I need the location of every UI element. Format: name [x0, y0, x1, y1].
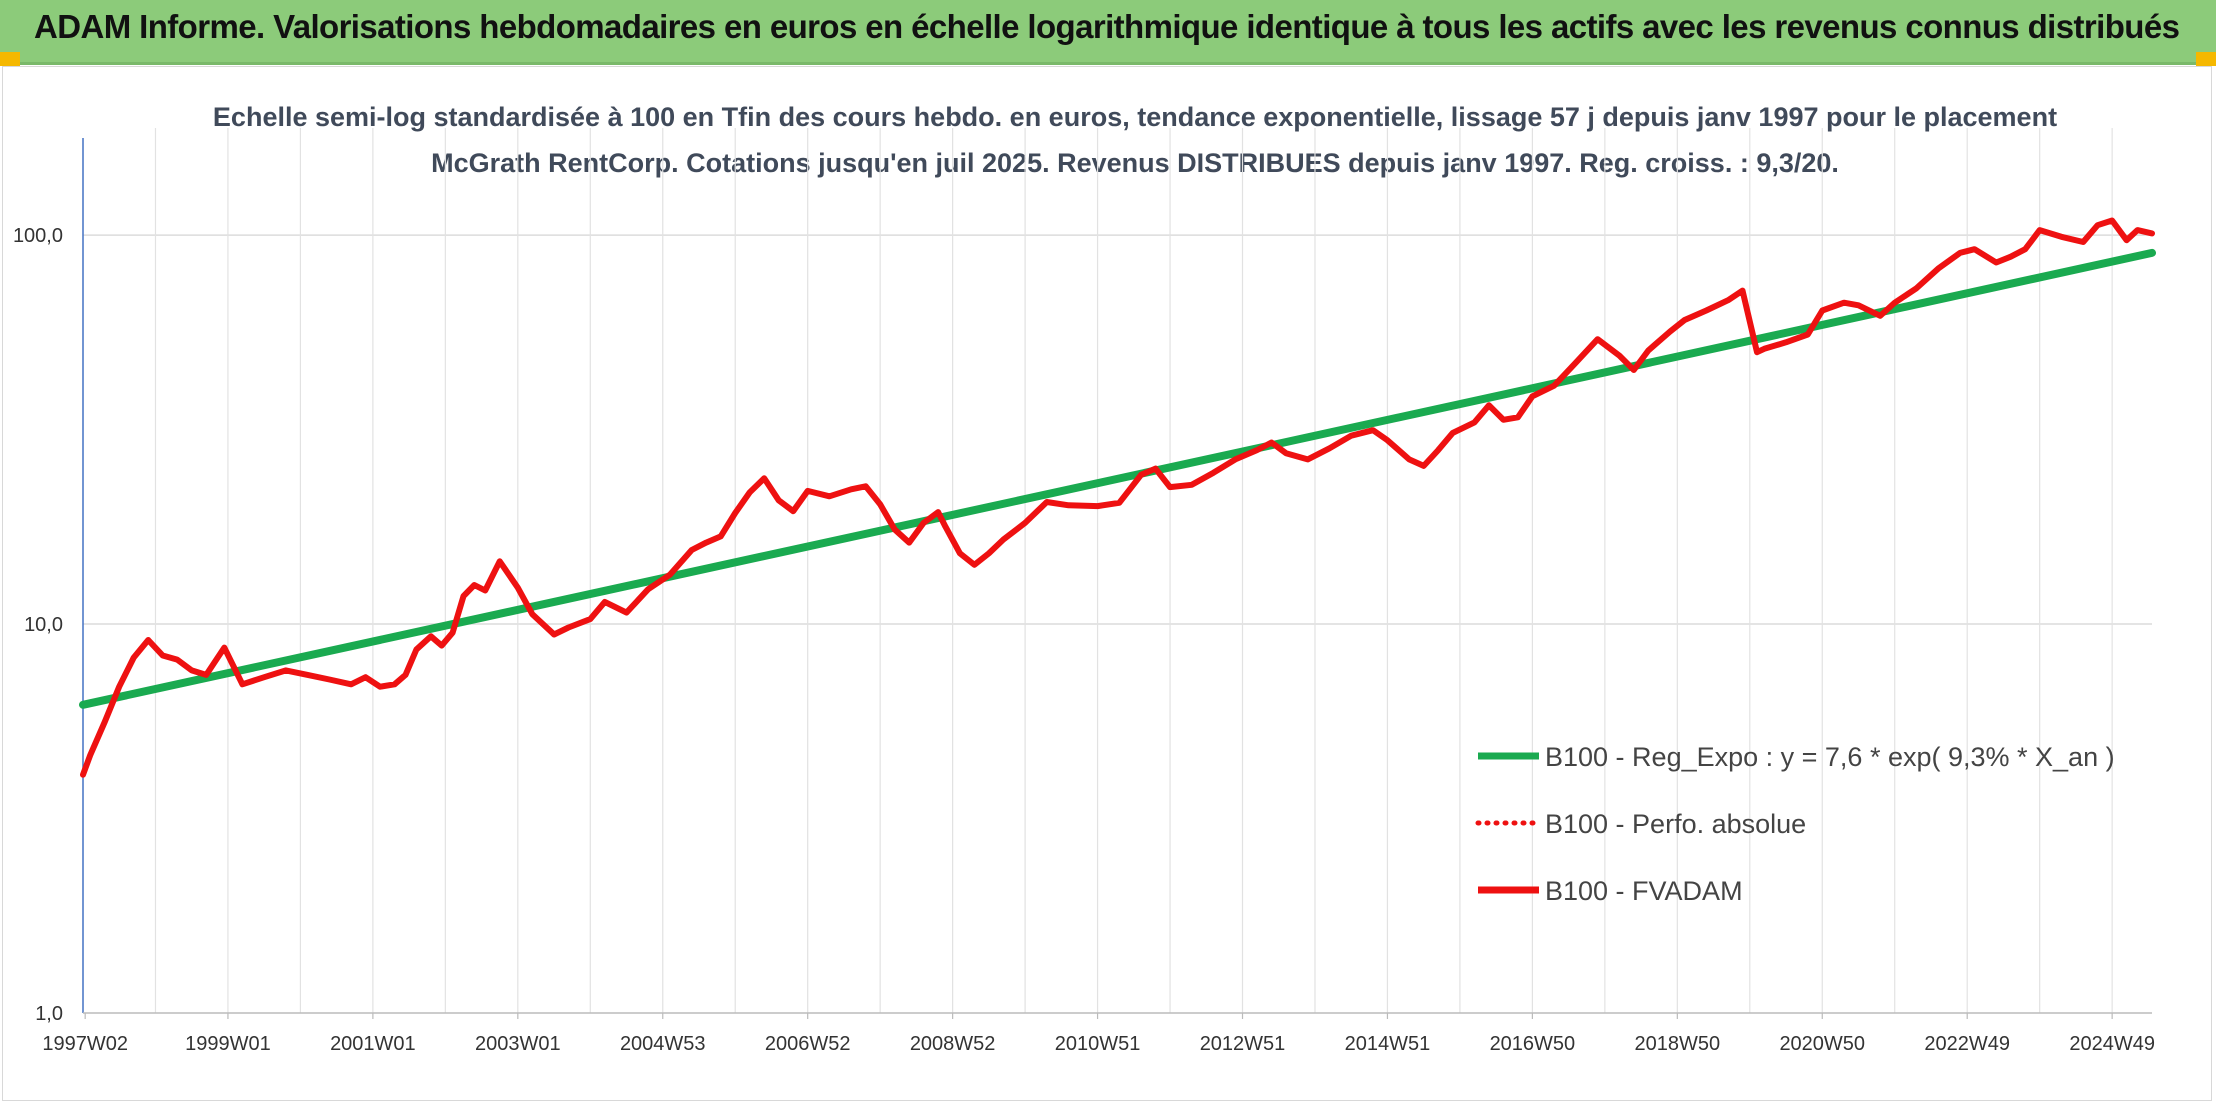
x-tick-label: 2004W53: [620, 1033, 706, 1055]
legend-label: B100 - Perfo. absolue: [1545, 809, 1806, 839]
x-tick-label: 2001W01: [330, 1033, 416, 1055]
series-line-3: [80, 217, 2155, 778]
x-tick-label: 2020W50: [1779, 1033, 1865, 1055]
corner-marker-left: [0, 52, 20, 66]
x-tick-label: 2024W49: [2069, 1033, 2155, 1055]
x-tick-label: 2006W52: [765, 1033, 851, 1055]
series-layer: [79, 217, 2156, 778]
axes: 1,0 10,0 100,0 1997W02 1999W01 2001W01 2003W01…: [13, 138, 2155, 1055]
x-tick-label: 2008W52: [910, 1033, 996, 1055]
report-title: ADAM Informe. Valorisations hebdomadaire…: [34, 8, 2180, 45]
chart-area: [2, 66, 2212, 1101]
y-tick-label: 100,0: [13, 225, 63, 247]
legend-label: B100 - FVADAM: [1545, 876, 1743, 906]
x-tick-label: 2014W51: [1345, 1033, 1431, 1055]
grid-lines: [83, 128, 2152, 1013]
y-tick-label: 10,0: [24, 614, 63, 636]
corner-marker-right: [2196, 52, 2216, 66]
x-tick-label: 2016W50: [1490, 1033, 1576, 1055]
x-tick-label: 2018W50: [1635, 1033, 1721, 1055]
x-tick-label: 2003W01: [475, 1033, 561, 1055]
y-tick-label: 1,0: [35, 1003, 63, 1025]
legend: B100 - Reg_Expo : y = 7,6 * exp( 9,3% * …: [1475, 742, 2115, 906]
x-tick-label: 2012W51: [1200, 1033, 1286, 1055]
x-tick-label: 2022W49: [1924, 1033, 2010, 1055]
series-line-1: [79, 248, 2156, 709]
x-tick-label: 1997W02: [42, 1033, 128, 1055]
legend-label: B100 - Reg_Expo : y = 7,6 * exp( 9,3% * …: [1545, 742, 2115, 772]
x-tick-label: 1999W01: [185, 1033, 271, 1055]
report-banner: ADAM Informe. Valorisations hebdomadaire…: [0, 0, 2216, 65]
x-tick-label: 2010W51: [1055, 1033, 1141, 1055]
